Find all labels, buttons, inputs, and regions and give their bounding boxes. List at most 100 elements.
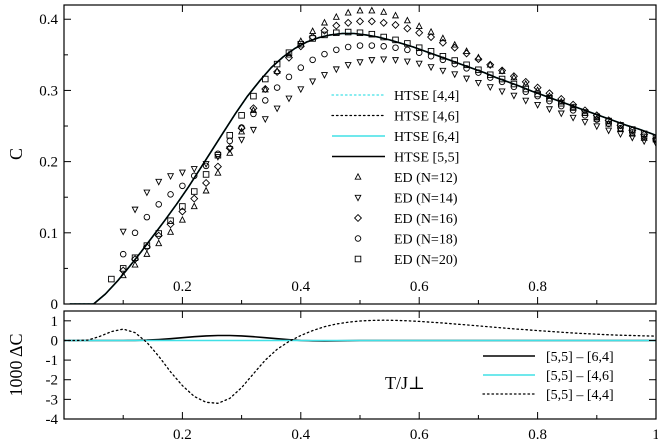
legend-marker-ed-n-20 (354, 255, 362, 263)
point-ed-n-16 (462, 49, 471, 58)
top-legend: HTSE [4,4] HTSE [4,6] HTSE [6,4] HTSE [5,5]… (331, 89, 459, 268)
point-ed-n-20 (262, 75, 269, 83)
top-y-tick-label: 0.3 (39, 83, 58, 99)
point-ed-n-16 (237, 124, 246, 133)
point-ed-n-20 (214, 151, 222, 159)
point-ed-n-18 (356, 42, 364, 49)
point-ed-n-12 (238, 127, 246, 135)
point-ed-n-12 (593, 114, 601, 122)
point-ed-n-20 (285, 49, 293, 56)
legend-label-5-5-6-4: [5,5] – [6,4] (546, 350, 614, 365)
series-ed-n-20 (108, 28, 656, 283)
point-ed-n-14 (249, 126, 257, 134)
top-data-area (69, 6, 656, 304)
point-ed-n-12 (167, 227, 175, 235)
point-ed-n-16 (296, 42, 305, 51)
point-ed-n-20 (202, 171, 210, 178)
point-ed-n-14 (155, 178, 163, 186)
point-ed-n-20 (333, 29, 340, 37)
point-ed-n-20 (475, 66, 482, 74)
point-ed-n-14 (285, 95, 293, 103)
point-ed-n-14 (356, 59, 364, 67)
point-ed-n-18 (190, 172, 198, 180)
bottom-y-tick-label: -1 (46, 353, 59, 369)
point-ed-n-20 (356, 29, 364, 37)
point-ed-n-12 (143, 249, 151, 257)
point-ed-n-16 (202, 178, 211, 188)
point-ed-n-12 (628, 129, 636, 137)
point-ed-n-20 (522, 85, 530, 93)
point-ed-n-16 (367, 17, 376, 26)
point-ed-n-16 (403, 24, 412, 33)
point-ed-n-12 (344, 8, 352, 16)
legend-label-ed-n-20: ED (N=20) (394, 253, 458, 268)
point-ed-n-12 (534, 86, 542, 94)
bottom-x-tick-label: 0.4 (291, 427, 310, 443)
point-ed-n-20 (119, 265, 127, 272)
point-ed-n-12 (415, 22, 423, 30)
point-ed-n-14 (391, 57, 400, 64)
point-ed-n-20 (380, 33, 387, 41)
point-ed-n-12 (403, 16, 411, 24)
point-ed-n-18 (250, 110, 257, 118)
point-ed-n-16 (249, 104, 258, 113)
point-ed-n-14 (581, 119, 589, 126)
point-ed-n-14 (309, 78, 317, 86)
point-ed-n-18 (451, 60, 458, 68)
point-ed-n-20 (143, 242, 151, 249)
legend-marker-ed-n-18 (354, 235, 362, 242)
bottom-ylabel: 1000 ΔC (6, 333, 26, 396)
legend-label-ed-n-12: ED (N=12) (394, 171, 458, 186)
point-ed-n-12 (652, 135, 656, 143)
bottom-y-tick-label: 0 (51, 333, 59, 349)
point-ed-n-12 (190, 202, 198, 210)
point-ed-n-18 (119, 250, 127, 258)
point-ed-n-16 (142, 243, 151, 252)
point-ed-n-20 (404, 40, 411, 47)
point-ed-n-20 (629, 126, 636, 133)
legend-marker-ed-n-12 (354, 172, 362, 180)
point-ed-n-20 (510, 80, 518, 88)
point-ed-n-12 (368, 6, 376, 14)
point-ed-n-16 (438, 38, 447, 47)
point-ed-n-18 (262, 97, 269, 104)
point-ed-n-18 (143, 213, 151, 221)
point-ed-n-14 (214, 153, 222, 161)
point-ed-n-12 (463, 47, 471, 54)
point-ed-n-20 (309, 35, 316, 42)
point-ed-n-20 (640, 130, 648, 138)
point-ed-n-14 (403, 58, 411, 66)
point-ed-n-18 (131, 229, 139, 237)
legend-label-ed-n-14: ED (N=14) (394, 192, 458, 207)
top-x-tick-label: 0.6 (410, 279, 429, 295)
top-panel: 0.2 0.4 0.6 0.800.10.20.30.4 C HTSE [4,4]HT… (6, 4, 657, 313)
bottom-data-area (64, 319, 656, 404)
point-ed-n-18 (534, 92, 541, 100)
point-ed-n-16 (391, 20, 400, 29)
point-ed-n-18 (415, 49, 423, 56)
bottom-y-tick-label: -3 (46, 392, 59, 408)
point-ed-n-18 (238, 124, 245, 131)
point-ed-n-14 (652, 140, 656, 148)
point-ed-n-12 (309, 27, 317, 34)
point-ed-n-16 (379, 18, 388, 27)
point-ed-n-20 (569, 104, 577, 111)
point-ed-n-14 (167, 173, 175, 181)
bottom-x-tick-label: 0.6 (410, 427, 429, 443)
point-ed-n-16 (616, 121, 625, 130)
point-ed-n-14 (463, 75, 471, 83)
point-ed-n-18 (392, 44, 399, 51)
point-ed-n-20 (415, 44, 423, 51)
bottom-legend: [5,5] – [6,4] [5,5] – [4,6] [5,5] – [4,4] (482, 350, 614, 403)
point-ed-n-16 (178, 207, 187, 216)
point-ed-n-14 (522, 97, 530, 105)
point-ed-n-14 (178, 169, 186, 177)
point-ed-n-12 (119, 271, 127, 279)
point-ed-n-16 (640, 130, 649, 139)
point-ed-n-16 (284, 53, 293, 62)
point-ed-n-16 (509, 72, 518, 81)
point-ed-n-16 (131, 255, 140, 264)
point-ed-n-16 (628, 126, 637, 135)
point-ed-n-14 (131, 206, 139, 214)
point-ed-n-12 (320, 18, 329, 26)
